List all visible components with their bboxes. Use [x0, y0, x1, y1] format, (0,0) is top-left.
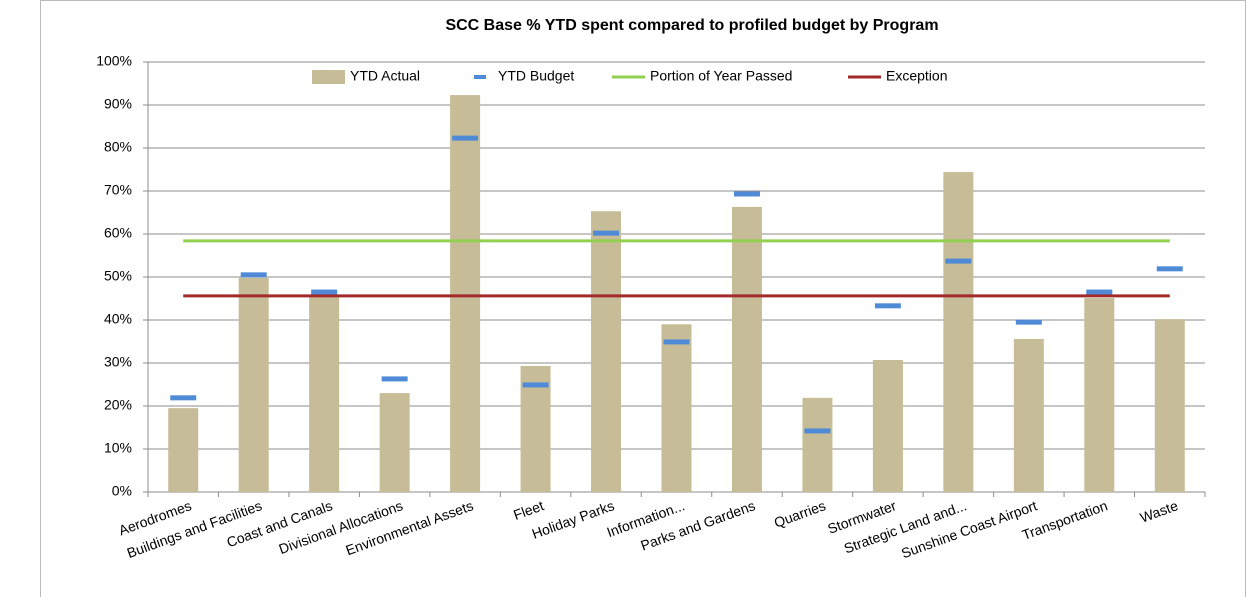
- y-tick-label: 0%: [112, 483, 132, 499]
- y-tick-label: 80%: [104, 139, 132, 155]
- budget-marker: [945, 258, 972, 264]
- legend-label: Exception: [886, 68, 947, 84]
- bar: [1154, 319, 1185, 492]
- legend-label: YTD Budget: [498, 68, 574, 84]
- bar: [591, 211, 622, 492]
- budget-marker: [452, 135, 479, 141]
- chart-frame: [40, 0, 1246, 597]
- budget-marker: [663, 339, 690, 345]
- bar: [661, 324, 692, 492]
- y-tick-label: 30%: [104, 354, 132, 370]
- budget-marker: [311, 289, 338, 295]
- y-tick-label: 100%: [96, 53, 132, 69]
- legend-swatch: [312, 70, 345, 84]
- budget-marker: [1086, 289, 1113, 295]
- y-tick-label: 60%: [104, 225, 132, 241]
- budget-marker: [874, 303, 901, 309]
- legend-label: Portion of Year Passed: [650, 68, 792, 84]
- y-tick-label: 20%: [104, 397, 132, 413]
- bar: [731, 206, 762, 492]
- bar: [1013, 338, 1044, 492]
- bar: [238, 277, 269, 492]
- y-tick-label: 40%: [104, 311, 132, 327]
- legend-swatch: [474, 75, 486, 79]
- y-tick-label: 70%: [104, 182, 132, 198]
- y-tick-label: 50%: [104, 268, 132, 284]
- y-tick-label: 10%: [104, 440, 132, 456]
- bar: [379, 393, 410, 492]
- legend-label: YTD Actual: [350, 68, 420, 84]
- budget-marker: [381, 376, 408, 382]
- bar: [943, 172, 974, 492]
- budget-marker: [240, 272, 267, 278]
- budget-marker: [733, 191, 760, 197]
- budget-marker: [170, 395, 197, 401]
- budget-marker: [804, 428, 831, 434]
- budget-marker: [522, 382, 549, 388]
- bar: [872, 359, 903, 492]
- bar: [168, 408, 199, 492]
- chart-title: SCC Base % YTD spent compared to profile…: [445, 17, 938, 34]
- budget-marker: [1015, 319, 1042, 325]
- y-tick-label: 90%: [104, 96, 132, 112]
- bar: [1084, 298, 1115, 492]
- budget-marker: [593, 230, 620, 236]
- bar: [450, 95, 481, 493]
- bar: [802, 397, 833, 492]
- budget-marker: [1156, 266, 1183, 272]
- bar: [309, 295, 340, 492]
